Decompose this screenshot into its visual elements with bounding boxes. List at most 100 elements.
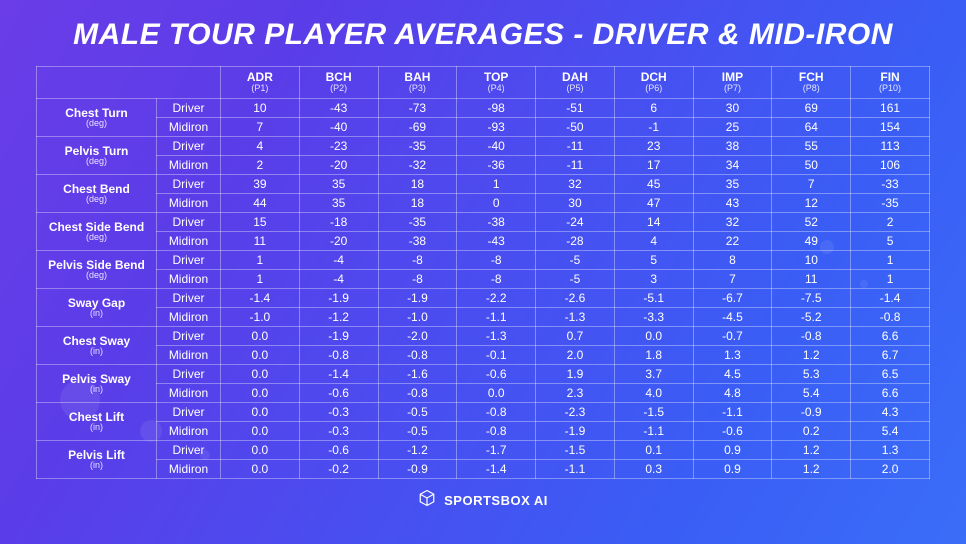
club-label: Driver <box>157 365 221 384</box>
value-cell: 0.0 <box>457 384 536 403</box>
value-cell: -43 <box>457 232 536 251</box>
table-row: Pelvis Turn(deg)Driver4-23-35-40-1123385… <box>37 137 930 156</box>
club-label: Midiron <box>157 384 221 403</box>
column-code: DCH <box>617 71 691 84</box>
value-cell: 2.0 <box>851 460 930 479</box>
value-cell: 3 <box>614 270 693 289</box>
column-code: FIN <box>853 71 927 84</box>
value-cell: 4.0 <box>614 384 693 403</box>
value-cell: -1.4 <box>299 365 378 384</box>
value-cell: 161 <box>851 99 930 118</box>
metric-label-cell: Pelvis Sway(in) <box>37 365 157 403</box>
value-cell: -24 <box>536 213 615 232</box>
value-cell: 1.9 <box>536 365 615 384</box>
column-header: IMP(P7) <box>693 67 772 99</box>
value-cell: 1 <box>457 175 536 194</box>
club-label: Midiron <box>157 422 221 441</box>
value-cell: 22 <box>693 232 772 251</box>
value-cell: 10 <box>221 99 300 118</box>
metric-unit: (deg) <box>41 233 152 242</box>
club-label: Midiron <box>157 156 221 175</box>
value-cell: 4.3 <box>851 403 930 422</box>
value-cell: -5.2 <box>772 308 851 327</box>
value-cell: -18 <box>299 213 378 232</box>
value-cell: 1.3 <box>693 346 772 365</box>
value-cell: -1.1 <box>614 422 693 441</box>
value-cell: -0.8 <box>851 308 930 327</box>
column-subcode: (P7) <box>696 84 770 93</box>
value-cell: -33 <box>851 175 930 194</box>
club-label: Midiron <box>157 232 221 251</box>
value-cell: -0.5 <box>378 422 457 441</box>
value-cell: 6.6 <box>851 384 930 403</box>
metric-unit: (deg) <box>41 119 152 128</box>
column-subcode: (P5) <box>538 84 612 93</box>
value-cell: 7 <box>693 270 772 289</box>
brand-logo-icon <box>418 489 436 512</box>
table-row: Sway Gap(in)Driver-1.4-1.9-1.9-2.2-2.6-5… <box>37 289 930 308</box>
value-cell: -8 <box>457 270 536 289</box>
value-cell: 32 <box>536 175 615 194</box>
value-cell: 0.1 <box>614 441 693 460</box>
value-cell: -5 <box>536 270 615 289</box>
value-cell: -8 <box>378 270 457 289</box>
table-row: Midiron0.0-0.8-0.8-0.12.01.81.31.26.7 <box>37 346 930 365</box>
table-header: ADR(P1)BCH(P2)BAH(P3)TOP(P4)DAH(P5)DCH(P… <box>37 67 930 99</box>
value-cell: 6.6 <box>851 327 930 346</box>
value-cell: 15 <box>221 213 300 232</box>
value-cell: 17 <box>614 156 693 175</box>
value-cell: -0.9 <box>772 403 851 422</box>
value-cell: -2.6 <box>536 289 615 308</box>
value-cell: -1.5 <box>614 403 693 422</box>
value-cell: -4 <box>299 251 378 270</box>
value-cell: -35 <box>378 213 457 232</box>
value-cell: 14 <box>614 213 693 232</box>
value-cell: 0.0 <box>221 327 300 346</box>
value-cell: 47 <box>614 194 693 213</box>
value-cell: -5.1 <box>614 289 693 308</box>
value-cell: -20 <box>299 232 378 251</box>
table-row: Pelvis Lift(in)Driver0.0-0.6-1.2-1.7-1.5… <box>37 441 930 460</box>
metric-unit: (in) <box>41 347 152 356</box>
value-cell: -28 <box>536 232 615 251</box>
value-cell: 45 <box>614 175 693 194</box>
page-root: MALE TOUR PLAYER AVERAGES - DRIVER & MID… <box>0 0 966 544</box>
value-cell: -4 <box>299 270 378 289</box>
value-cell: -93 <box>457 118 536 137</box>
value-cell: 4.5 <box>693 365 772 384</box>
value-cell: 30 <box>693 99 772 118</box>
value-cell: -11 <box>536 156 615 175</box>
value-cell: 50 <box>772 156 851 175</box>
value-cell: 44 <box>221 194 300 213</box>
value-cell: -51 <box>536 99 615 118</box>
value-cell: -69 <box>378 118 457 137</box>
value-cell: 0.0 <box>221 422 300 441</box>
value-cell: 4 <box>614 232 693 251</box>
metric-label-cell: Pelvis Lift(in) <box>37 441 157 479</box>
column-header: BCH(P2) <box>299 67 378 99</box>
value-cell: -0.6 <box>457 365 536 384</box>
table-row: Chest Turn(deg)Driver10-43-73-98-5163069… <box>37 99 930 118</box>
value-cell: 52 <box>772 213 851 232</box>
value-cell: -0.6 <box>299 384 378 403</box>
value-cell: -1.2 <box>378 441 457 460</box>
value-cell: -35 <box>851 194 930 213</box>
brand-footer: SPORTSBOX AI <box>418 489 548 512</box>
table-row: Midiron11-20-38-43-28422495 <box>37 232 930 251</box>
value-cell: -1.5 <box>536 441 615 460</box>
value-cell: 6 <box>614 99 693 118</box>
value-cell: 35 <box>693 175 772 194</box>
metric-label-cell: Pelvis Side Bend(deg) <box>37 251 157 289</box>
metric-label-cell: Pelvis Turn(deg) <box>37 137 157 175</box>
column-code: IMP <box>696 71 770 84</box>
table-row: Midiron2-20-32-36-11173450106 <box>37 156 930 175</box>
value-cell: 5 <box>614 251 693 270</box>
value-cell: -1.2 <box>299 308 378 327</box>
table-row: Midiron0.0-0.6-0.80.02.34.04.85.46.6 <box>37 384 930 403</box>
value-cell: -0.5 <box>378 403 457 422</box>
value-cell: 5.3 <box>772 365 851 384</box>
value-cell: -1.9 <box>536 422 615 441</box>
value-cell: -0.6 <box>693 422 772 441</box>
value-cell: -0.3 <box>299 422 378 441</box>
value-cell: -1.9 <box>378 289 457 308</box>
